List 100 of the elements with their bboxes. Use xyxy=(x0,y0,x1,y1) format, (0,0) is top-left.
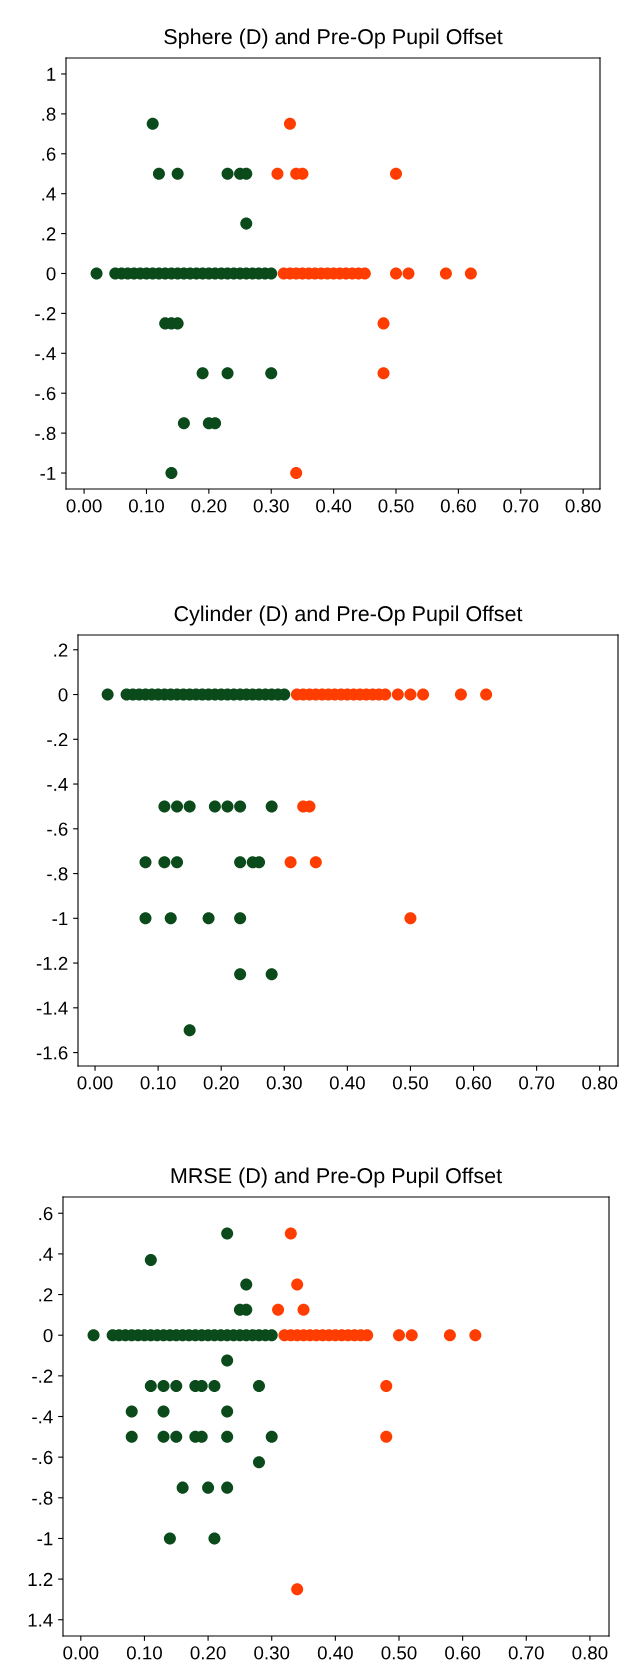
chart-title: Sphere (D) and Pre-Op Pupil Offset xyxy=(164,28,503,49)
y-tick-label: -.4 xyxy=(35,347,56,361)
y-tick-label: .4 xyxy=(39,1247,53,1261)
x-tick-label: 0.10 xyxy=(126,1646,162,1660)
x-tick-label: 0.10 xyxy=(128,499,164,513)
point xyxy=(391,688,404,701)
y-tick-label: -1.4 xyxy=(36,1001,68,1015)
x-tick-label: 0.50 xyxy=(381,1646,417,1660)
point xyxy=(158,856,171,869)
point xyxy=(171,800,184,813)
point xyxy=(221,1405,234,1418)
x-tick-label: 0.70 xyxy=(519,1076,555,1090)
y-tick-label: 0 xyxy=(43,1328,53,1343)
point xyxy=(439,267,452,280)
point xyxy=(290,467,303,480)
point xyxy=(389,267,403,280)
x-tick-label: 0.60 xyxy=(440,499,476,513)
point xyxy=(221,800,234,813)
point xyxy=(265,1430,278,1443)
point xyxy=(265,800,278,813)
y-tick-label: -1 xyxy=(52,912,68,926)
x-tick-label: 0.00 xyxy=(77,1076,113,1090)
point xyxy=(221,367,234,380)
point xyxy=(177,417,190,430)
point xyxy=(234,856,247,869)
point xyxy=(265,367,278,380)
point xyxy=(90,267,103,280)
y-tick-label: -.4 xyxy=(47,777,68,791)
point xyxy=(144,1380,157,1393)
y-tick-label: -.4 xyxy=(32,1410,53,1424)
point xyxy=(464,267,477,280)
point xyxy=(272,1303,285,1316)
point xyxy=(152,167,165,180)
y-tick-label: -.2 xyxy=(35,307,56,321)
point xyxy=(404,688,417,701)
point xyxy=(170,1380,183,1393)
point xyxy=(158,800,171,813)
x-tick-label: 0.00 xyxy=(66,499,102,513)
x-tick-label: 0.60 xyxy=(445,1646,481,1660)
point xyxy=(221,1430,234,1443)
point xyxy=(202,912,215,925)
chart-title: MRSE (D) and Pre-Op Pupil Offset xyxy=(171,1167,502,1188)
point xyxy=(221,167,234,180)
point xyxy=(234,912,247,925)
point xyxy=(157,1405,170,1418)
y-tick-label: -.8 xyxy=(47,867,68,881)
y-tick-label: .8 xyxy=(42,107,56,121)
point xyxy=(144,1253,157,1267)
y-tick-label: -.8 xyxy=(35,426,56,441)
y-tick-label: -1 xyxy=(40,466,56,480)
point xyxy=(101,688,114,701)
point xyxy=(443,1329,456,1342)
y-tick-label: -1.6 xyxy=(36,1046,68,1060)
point xyxy=(139,856,152,869)
point xyxy=(139,912,152,925)
point xyxy=(171,856,184,869)
x-tick-label: 0.50 xyxy=(378,499,414,513)
point xyxy=(480,688,493,701)
point xyxy=(164,912,177,925)
point xyxy=(291,1278,304,1291)
point xyxy=(183,800,196,813)
point xyxy=(405,1329,418,1342)
point xyxy=(221,1481,234,1494)
x-tick-label: 0.20 xyxy=(203,1076,239,1090)
point xyxy=(377,317,390,330)
point xyxy=(146,117,159,130)
x-tick-label: 0.00 xyxy=(63,1646,99,1660)
y-tick-label: -1 xyxy=(37,1532,53,1546)
y-tick-label: .6 xyxy=(39,1206,53,1221)
x-tick-label: 0.20 xyxy=(191,499,227,513)
x-tick-label: 0.40 xyxy=(317,1646,353,1660)
x-tick-label: 0.10 xyxy=(140,1076,176,1090)
x-tick-label: 0.20 xyxy=(190,1646,226,1660)
point xyxy=(265,968,278,981)
point xyxy=(234,968,247,981)
y-tick-label: -.2 xyxy=(47,732,68,747)
point xyxy=(163,1532,176,1545)
point xyxy=(234,800,247,813)
y-tick-label: -.6 xyxy=(35,386,56,401)
point xyxy=(283,117,296,130)
point xyxy=(165,467,178,480)
point xyxy=(404,912,417,925)
y-tick-label: 0 xyxy=(58,688,68,702)
x-tick-label: 0.80 xyxy=(572,1646,608,1660)
point xyxy=(240,217,253,230)
y-tick-label: 1 xyxy=(47,67,56,81)
point xyxy=(202,1481,215,1494)
point xyxy=(284,856,297,869)
y-tick-label: -.2 xyxy=(32,1369,53,1383)
x-tick-label: 0.80 xyxy=(582,1076,618,1090)
point xyxy=(125,1405,138,1418)
x-tick-label: 0.80 xyxy=(565,499,601,513)
point xyxy=(392,1329,406,1342)
y-tick-label: -1.2 xyxy=(36,956,68,970)
point xyxy=(221,1354,234,1367)
y-tick-label: -.6 xyxy=(32,1450,53,1465)
point xyxy=(125,1430,138,1443)
x-tick-label: 0.70 xyxy=(503,499,539,513)
point xyxy=(208,1532,221,1545)
point xyxy=(252,1456,266,1469)
